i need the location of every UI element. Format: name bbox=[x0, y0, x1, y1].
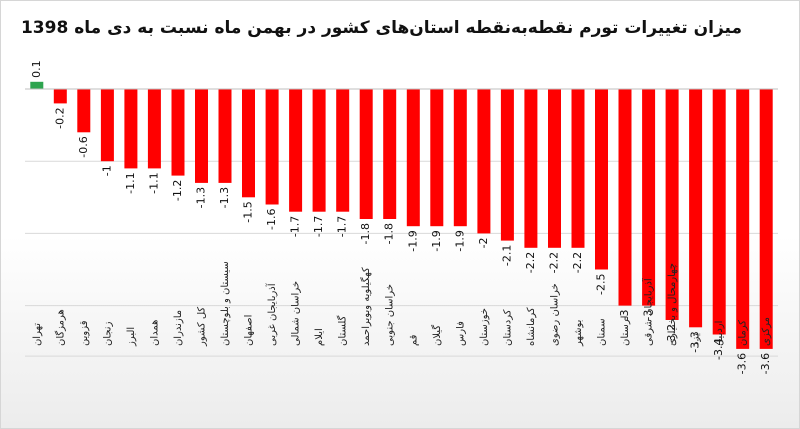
bar bbox=[524, 89, 538, 248]
bar bbox=[548, 89, 561, 248]
category-label: قم bbox=[408, 334, 419, 346]
category-label: اردبیل bbox=[714, 321, 725, 346]
category-label: کرمانشاه bbox=[526, 307, 537, 346]
data-label: -3.2 bbox=[665, 324, 678, 345]
data-label: -1.9 bbox=[406, 230, 419, 251]
data-label: -1 bbox=[100, 165, 113, 176]
bar bbox=[453, 89, 467, 227]
bar bbox=[147, 89, 161, 169]
category-label: خراسان رضوی bbox=[550, 283, 561, 346]
category-label: کرمان bbox=[738, 320, 749, 346]
category-label: آذربایجان شرقی bbox=[642, 277, 655, 346]
category-label: کردستان bbox=[502, 309, 513, 346]
category-label: اصفهان bbox=[244, 315, 255, 346]
data-label: -2.1 bbox=[500, 245, 513, 266]
bar bbox=[406, 89, 420, 227]
category-label: قزوین bbox=[79, 320, 90, 346]
data-label: -0.2 bbox=[53, 107, 66, 128]
data-label: -1.9 bbox=[430, 230, 443, 251]
data-label: -1.7 bbox=[336, 216, 349, 237]
bar bbox=[359, 89, 373, 219]
category-label: زنجان bbox=[102, 321, 113, 346]
category-label: کهگیلویه وبویراحمد bbox=[360, 267, 372, 346]
bar bbox=[712, 89, 726, 335]
data-label: -2.2 bbox=[571, 252, 584, 273]
data-label: -3.3 bbox=[689, 331, 702, 352]
data-label: 0.1 bbox=[30, 60, 43, 78]
bar bbox=[595, 89, 608, 270]
bar bbox=[500, 89, 514, 241]
data-label: -1.6 bbox=[265, 209, 278, 230]
bar bbox=[77, 89, 91, 133]
category-label: خوزستان bbox=[479, 308, 490, 346]
category-label: فارس bbox=[455, 321, 466, 346]
category-label: لرستان bbox=[620, 316, 631, 346]
category-label: گلستان bbox=[337, 315, 349, 346]
category-label: تهران bbox=[32, 323, 43, 346]
category-label: البرز bbox=[126, 327, 137, 347]
data-label: -1.5 bbox=[242, 201, 255, 222]
data-label: -3.6 bbox=[736, 353, 749, 374]
data-label: -1.1 bbox=[124, 172, 137, 193]
bar bbox=[477, 89, 491, 234]
bar bbox=[171, 89, 185, 176]
bar bbox=[265, 89, 279, 205]
data-label: -1.3 bbox=[218, 187, 231, 208]
data-label: -2.2 bbox=[548, 252, 561, 273]
category-label: گیلان bbox=[431, 325, 443, 346]
category-label: خراسان جنوبی bbox=[385, 284, 396, 346]
category-label: بوشهر bbox=[573, 320, 584, 347]
category-label: چهارمحال و بختیاری bbox=[667, 263, 678, 346]
bar bbox=[30, 81, 44, 89]
bar bbox=[336, 89, 350, 212]
data-label: -3.4 bbox=[712, 339, 725, 360]
bar bbox=[642, 89, 656, 306]
bar bbox=[571, 89, 585, 248]
bar bbox=[100, 89, 114, 162]
bar bbox=[736, 89, 750, 349]
bar bbox=[218, 89, 232, 183]
category-label: سمنان bbox=[597, 318, 608, 346]
bar bbox=[242, 89, 255, 198]
bar bbox=[759, 89, 773, 349]
data-label: -2.2 bbox=[524, 252, 537, 273]
chart-title: میزان تغییرات تورم نقطه‌به‌نقطه استان‌ها… bbox=[20, 18, 742, 38]
data-label: -2 bbox=[477, 237, 490, 248]
bar bbox=[289, 89, 303, 212]
category-label: خراسان شمالی bbox=[291, 281, 302, 346]
bar bbox=[383, 89, 397, 219]
category-label: یزد bbox=[691, 333, 702, 346]
bar bbox=[195, 89, 208, 183]
data-label: -2.5 bbox=[595, 273, 608, 294]
bar bbox=[618, 89, 632, 306]
category-label: سیستان و بلوچستان bbox=[220, 261, 231, 346]
category-label: ایلام bbox=[314, 328, 325, 346]
category-label: آذربایجان غربی bbox=[265, 282, 278, 346]
bar bbox=[665, 89, 679, 320]
bar bbox=[689, 89, 703, 328]
data-label: -3 bbox=[618, 310, 631, 321]
data-label: -1.8 bbox=[359, 223, 372, 244]
category-label: مرکزی bbox=[761, 317, 772, 346]
category-label: مازندران bbox=[173, 310, 184, 346]
data-label: -1.9 bbox=[453, 230, 466, 251]
data-label: -3.6 bbox=[759, 353, 772, 374]
data-label: -1.7 bbox=[289, 216, 302, 237]
category-label: هرمزگان bbox=[54, 309, 66, 346]
data-label: -1.1 bbox=[147, 172, 160, 193]
bar bbox=[430, 89, 444, 227]
data-label: -1.3 bbox=[194, 187, 207, 208]
category-label: همدان bbox=[149, 320, 160, 346]
bar bbox=[53, 89, 67, 104]
category-label: کل کشور bbox=[197, 307, 208, 347]
data-label: -3 bbox=[642, 310, 655, 321]
data-label: -0.6 bbox=[77, 136, 90, 157]
data-label: -1.2 bbox=[171, 180, 184, 201]
data-label: -1.8 bbox=[383, 223, 396, 244]
data-label: -1.7 bbox=[312, 216, 325, 237]
bar bbox=[312, 89, 326, 212]
bar bbox=[124, 89, 138, 169]
